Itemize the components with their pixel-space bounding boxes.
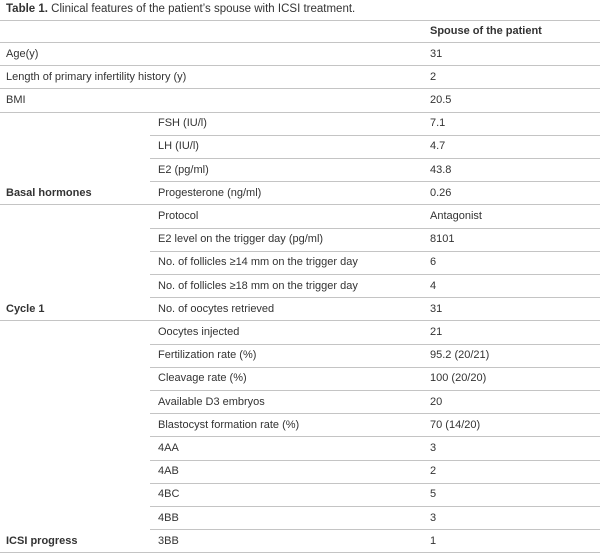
group-label: ICSI progress	[6, 534, 78, 547]
parameter: Oocytes injected	[158, 325, 240, 338]
value: 1	[430, 534, 437, 547]
rule	[150, 459, 600, 461]
parameter: Fertilization rate (%)	[158, 349, 257, 362]
rule	[150, 227, 600, 229]
rule	[150, 413, 600, 415]
parameter: E2 level on the trigger day (pg/ml)	[158, 233, 324, 246]
rule	[150, 274, 600, 275]
rule	[150, 366, 600, 368]
value: 70 (14/20)	[430, 418, 481, 431]
rule	[0, 42, 600, 43]
rule	[0, 20, 600, 21]
table-title: Table 1. Clinical features of the patien…	[6, 3, 355, 15]
rule	[150, 181, 600, 183]
value: 2	[430, 70, 437, 83]
value: 100 (20/20)	[430, 372, 487, 385]
rule	[150, 436, 600, 438]
value: 2	[430, 465, 437, 478]
rule	[0, 320, 600, 322]
parameter: 4AB	[158, 465, 179, 478]
rule	[0, 552, 600, 554]
value: 95.2 (20/21)	[430, 349, 490, 362]
rule	[150, 297, 600, 299]
row-label: Length of primary infertility history (y…	[6, 70, 187, 83]
parameter: LH (IU/l)	[158, 140, 199, 153]
value: 5	[430, 488, 437, 501]
rule	[150, 529, 600, 531]
table-number: Table 1.	[6, 3, 48, 15]
value: 7.1	[430, 117, 446, 130]
rule	[0, 88, 600, 90]
value: 6	[430, 256, 437, 269]
value: Antagonist	[430, 209, 482, 222]
parameter: 4BB	[158, 511, 179, 524]
rule	[150, 390, 600, 391]
rule	[150, 506, 600, 507]
parameter: FSH (IU/l)	[158, 117, 207, 130]
value: 20	[430, 395, 443, 408]
table-caption: Clinical features of the patient’s spous…	[51, 3, 356, 15]
value: 31	[430, 47, 443, 60]
parameter: No. of follicles ≥18 mm on the trigger d…	[158, 279, 358, 292]
value: 4	[430, 279, 437, 292]
value: 8101	[430, 233, 455, 246]
group-label: Cycle 1	[6, 302, 45, 315]
rule	[150, 343, 600, 345]
value: 0.26	[430, 186, 452, 199]
group-label: Basal hormones	[6, 186, 92, 199]
parameter: Progesterone (ng/ml)	[158, 186, 262, 199]
parameter: 4BC	[158, 488, 180, 501]
column-header: Spouse of the patient	[430, 25, 542, 37]
value: 3	[430, 511, 437, 524]
rule	[0, 111, 600, 113]
rule	[150, 158, 600, 159]
parameter: No. of oocytes retrieved	[158, 302, 275, 315]
parameter: 4AA	[158, 441, 179, 454]
rule	[0, 65, 600, 67]
rule	[0, 204, 600, 206]
parameter: E2 (pg/ml)	[158, 163, 209, 176]
parameter: Cleavage rate (%)	[158, 372, 247, 385]
parameter: 3BB	[158, 534, 179, 547]
parameter: No. of follicles ≥14 mm on the trigger d…	[158, 256, 358, 269]
parameter: Blastocyst formation rate (%)	[158, 418, 300, 431]
value: 4.7	[430, 140, 446, 153]
row-label: Age(y)	[6, 47, 39, 60]
row-label: BMI	[6, 93, 26, 106]
parameter: Protocol	[158, 209, 199, 222]
value: 43.8	[430, 163, 452, 176]
value: 20.5	[430, 93, 452, 106]
rule	[150, 482, 600, 484]
value: 31	[430, 302, 443, 315]
rule	[150, 250, 600, 252]
value: 3	[430, 441, 437, 454]
parameter: Available D3 embryos	[158, 395, 265, 408]
rule	[150, 134, 600, 136]
value: 21	[430, 325, 443, 338]
